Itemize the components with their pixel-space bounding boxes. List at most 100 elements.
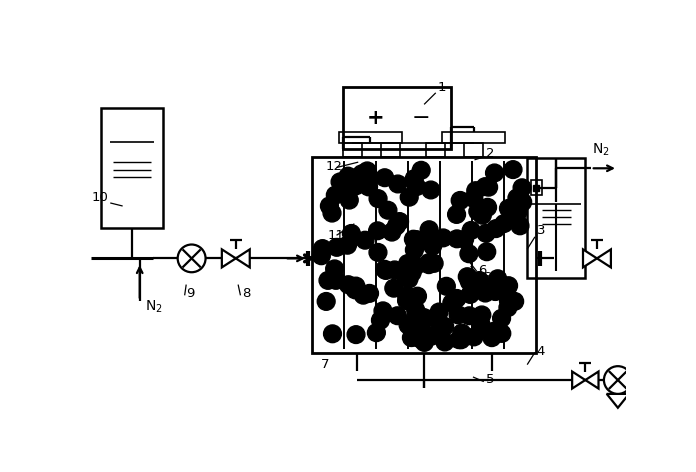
Circle shape — [424, 237, 441, 255]
Circle shape — [377, 261, 395, 279]
Circle shape — [449, 306, 467, 324]
Circle shape — [434, 229, 452, 247]
Circle shape — [604, 366, 632, 394]
Polygon shape — [236, 249, 250, 268]
Circle shape — [409, 309, 427, 327]
Circle shape — [376, 261, 394, 278]
Circle shape — [314, 240, 331, 257]
Circle shape — [339, 167, 357, 185]
Circle shape — [367, 324, 386, 342]
Bar — [342, 87, 451, 149]
Circle shape — [465, 190, 483, 207]
Circle shape — [376, 169, 394, 186]
Circle shape — [479, 198, 496, 216]
Bar — [442, 132, 505, 143]
Circle shape — [470, 272, 489, 289]
Circle shape — [413, 314, 431, 331]
Polygon shape — [222, 249, 236, 268]
Circle shape — [487, 220, 505, 237]
Circle shape — [461, 307, 478, 325]
Text: N$_2$: N$_2$ — [592, 142, 610, 158]
Circle shape — [487, 283, 504, 300]
Circle shape — [388, 217, 405, 235]
Circle shape — [409, 287, 427, 305]
Circle shape — [347, 277, 365, 295]
Circle shape — [506, 202, 524, 220]
Circle shape — [472, 319, 490, 337]
Bar — [343, 143, 361, 157]
Circle shape — [448, 290, 466, 307]
Circle shape — [400, 270, 418, 288]
Circle shape — [500, 292, 517, 310]
Circle shape — [404, 230, 422, 248]
Circle shape — [399, 255, 417, 272]
Circle shape — [506, 293, 523, 310]
Circle shape — [453, 324, 470, 342]
Polygon shape — [572, 371, 585, 388]
Circle shape — [473, 306, 491, 324]
Circle shape — [467, 182, 484, 200]
Circle shape — [486, 164, 503, 182]
Circle shape — [340, 276, 357, 294]
Circle shape — [477, 278, 494, 295]
Circle shape — [360, 178, 377, 196]
Text: N$_2$: N$_2$ — [145, 298, 163, 315]
Circle shape — [326, 186, 345, 204]
Circle shape — [407, 257, 425, 275]
Circle shape — [499, 299, 517, 317]
Circle shape — [328, 238, 346, 256]
Circle shape — [403, 264, 421, 282]
Circle shape — [480, 178, 498, 196]
Text: 9: 9 — [187, 287, 195, 300]
Circle shape — [423, 327, 441, 345]
Circle shape — [326, 260, 344, 278]
Circle shape — [369, 244, 387, 261]
Circle shape — [493, 325, 511, 342]
Circle shape — [460, 245, 478, 262]
Circle shape — [513, 179, 531, 197]
Circle shape — [507, 210, 525, 228]
Circle shape — [465, 328, 483, 346]
Circle shape — [450, 331, 468, 348]
Text: 6: 6 — [481, 275, 489, 288]
Circle shape — [436, 318, 454, 335]
Circle shape — [340, 191, 358, 209]
Text: 1: 1 — [437, 81, 446, 93]
Circle shape — [323, 204, 341, 222]
Circle shape — [360, 172, 377, 190]
Circle shape — [346, 281, 364, 299]
Bar — [531, 180, 542, 195]
Circle shape — [504, 161, 522, 178]
Circle shape — [353, 165, 371, 183]
Text: 12: 12 — [326, 160, 342, 173]
Circle shape — [397, 292, 416, 310]
Circle shape — [342, 225, 361, 242]
Circle shape — [177, 244, 205, 272]
Circle shape — [495, 215, 513, 233]
Circle shape — [372, 312, 389, 329]
Circle shape — [461, 286, 479, 303]
Circle shape — [425, 254, 443, 272]
Bar — [464, 143, 483, 157]
Text: 2: 2 — [486, 147, 495, 160]
Text: 10: 10 — [92, 191, 109, 203]
Circle shape — [317, 293, 335, 310]
Circle shape — [448, 230, 466, 248]
Circle shape — [443, 294, 461, 312]
Bar — [527, 158, 585, 278]
Circle shape — [448, 206, 466, 223]
Polygon shape — [607, 394, 629, 408]
Circle shape — [405, 170, 423, 187]
Circle shape — [347, 177, 365, 195]
Circle shape — [416, 309, 433, 327]
Circle shape — [493, 310, 510, 327]
Circle shape — [319, 271, 337, 289]
Text: 3: 3 — [537, 224, 545, 237]
Circle shape — [451, 192, 469, 209]
Circle shape — [489, 270, 507, 287]
Circle shape — [369, 222, 386, 240]
Circle shape — [500, 277, 517, 295]
Bar — [101, 108, 163, 228]
Circle shape — [509, 203, 527, 221]
Circle shape — [361, 285, 379, 302]
